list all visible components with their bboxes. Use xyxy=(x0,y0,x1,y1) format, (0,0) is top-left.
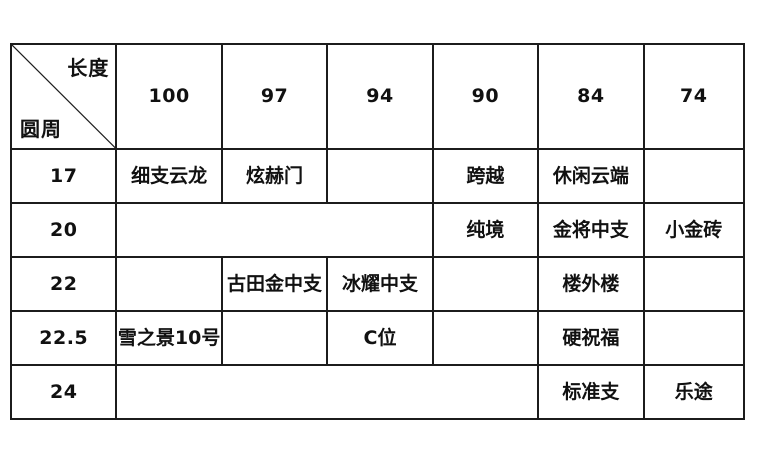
corner-label-length: 长度 xyxy=(67,56,110,80)
table-cell: 冰耀中支 xyxy=(326,256,434,312)
matrix-table-container: 长度 圆周 100 97 94 90 84 74 17 细支云龙 炫赫门 跨越 休闲云端 20 纯境 金将中支… xyxy=(9,43,746,420)
table-cell: 休闲云端 xyxy=(537,148,645,204)
table-cell xyxy=(326,148,434,204)
row-header-cell: 17 xyxy=(9,148,118,204)
column-header-cell: 94 xyxy=(326,43,434,150)
column-header-cell: 100 xyxy=(115,43,223,150)
table-cell xyxy=(642,148,746,204)
table-row: 20 纯境 金将中支 小金砖 xyxy=(9,202,746,258)
column-header-cell: 90 xyxy=(431,43,540,150)
table-row: 22.5 雪之景10号 C位 硬祝福 xyxy=(9,310,746,366)
table-cell xyxy=(220,310,329,366)
table-cell: 跨越 xyxy=(431,148,540,204)
product-size-matrix-table: 长度 圆周 100 97 94 90 84 74 17 细支云龙 炫赫门 跨越 休闲云端 20 纯境 金将中支… xyxy=(9,43,746,420)
table-cell: 乐途 xyxy=(642,364,746,420)
table-cell: 雪之景10号 xyxy=(115,310,223,366)
row-header-cell: 22 xyxy=(9,256,118,312)
table-cell xyxy=(642,256,746,312)
table-cell: 标准支 xyxy=(537,364,645,420)
table-row: 22 古田金中支 冰耀中支 楼外楼 xyxy=(9,256,746,312)
table-header-row: 长度 圆周 100 97 94 90 84 74 xyxy=(9,43,746,150)
diagonal-divider-icon xyxy=(12,45,115,148)
table-cell: C位 xyxy=(326,310,434,366)
corner-label-circumference: 圆周 xyxy=(20,117,62,141)
table-row: 17 细支云龙 炫赫门 跨越 休闲云端 xyxy=(9,148,746,204)
table-cell-highlight-gray xyxy=(115,364,540,420)
row-header-cell: 20 xyxy=(9,202,118,258)
table-cell: 金将中支 xyxy=(537,202,645,258)
table-cell-highlight-green xyxy=(115,202,434,258)
table-cell: 楼外楼 xyxy=(537,256,645,312)
table-cell xyxy=(431,310,540,366)
table-cell: 硬祝福 xyxy=(537,310,645,366)
table-cell xyxy=(642,310,746,366)
table-cell: 细支云龙 xyxy=(115,148,223,204)
table-row: 24 标准支 乐途 xyxy=(9,364,746,420)
column-header-cell: 74 xyxy=(642,43,746,150)
corner-header-cell: 长度圆周 xyxy=(9,43,118,150)
table-cell: 小金砖 xyxy=(642,202,746,258)
table-cell xyxy=(431,256,540,312)
table-cell: 炫赫门 xyxy=(220,148,329,204)
table-cell: 纯境 xyxy=(431,202,540,258)
table-cell xyxy=(115,256,223,312)
column-header-cell: 97 xyxy=(220,43,329,150)
row-header-cell: 24 xyxy=(9,364,118,420)
table-cell: 古田金中支 xyxy=(220,256,329,312)
column-header-cell: 84 xyxy=(537,43,645,150)
row-header-cell: 22.5 xyxy=(9,310,118,366)
